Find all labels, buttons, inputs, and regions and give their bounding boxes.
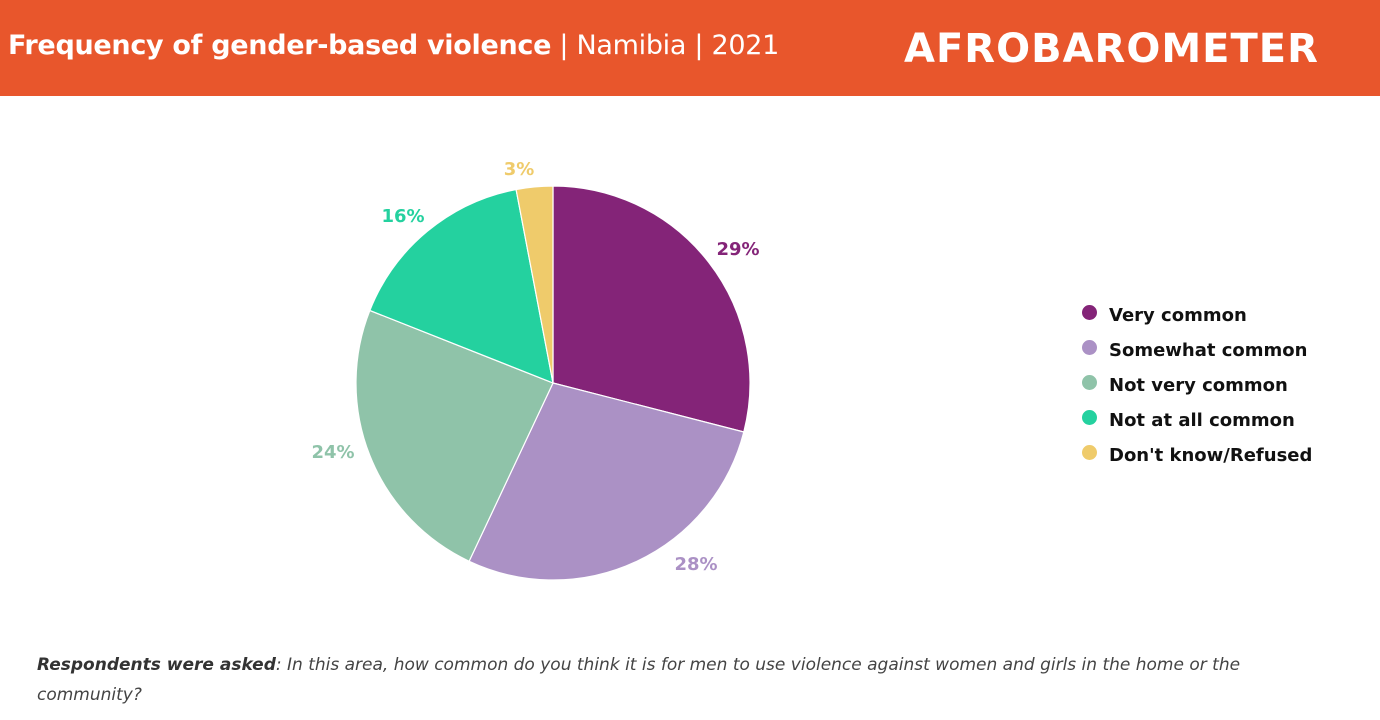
pie-labels: 29% 28% 24% 16% 3% [311,159,759,575]
legend-swatch-icon [1082,305,1097,320]
title-sub: | Namibia | 2021 [551,30,779,61]
footnote-text: : In this area, how common do you think … [37,655,1241,705]
legend-label: Not at all common [1109,410,1295,431]
pie-slice-somewhat-common [468,382,745,581]
pie-data-label: 28% [674,554,717,575]
legend-label: Very common [1109,305,1247,326]
legend-swatch-icon [1082,375,1097,390]
pie-data-label: 29% [716,239,759,260]
title-main: Frequency of gender-based violence [8,30,552,61]
footnote-lead: Respondents were asked [37,655,276,675]
header-bar: Frequency of gender-based violence | Nam… [0,0,1380,96]
pie-slice-don-t-know-refused [515,185,554,384]
legend-item-very-common: Very common [1082,298,1312,333]
legend-swatch-icon [1082,445,1097,460]
pie-slices [355,185,751,581]
legend-swatch-icon [1082,410,1097,425]
legend-label: Not very common [1109,375,1288,396]
page-title: Frequency of gender-based violence | Nam… [8,30,779,61]
pie-data-label: 3% [504,159,535,180]
legend-item-somewhat-common: Somewhat common [1082,333,1312,368]
legend-item-dont-know: Don't know/Refused [1082,438,1312,473]
afrobarometer-logo: AFROBAROMETER [904,26,1319,72]
legend-label: Don't know/Refused [1109,445,1313,466]
legend-item-not-very-common: Not very common [1082,368,1312,403]
pie-slice-not-at-all-common [369,188,554,384]
legend: Very common Somewhat common Not very com… [1082,298,1312,473]
legend-swatch-icon [1082,340,1097,355]
pie-slice-not-very-common [355,309,554,563]
legend-item-not-at-all-common: Not at all common [1082,403,1312,438]
pie-data-label: 16% [381,206,424,227]
footnote: Respondents were asked: In this area, ho… [37,650,1337,710]
pie-data-label: 24% [311,442,354,463]
legend-label: Somewhat common [1109,340,1308,361]
pie-slice-very-common [552,185,751,433]
